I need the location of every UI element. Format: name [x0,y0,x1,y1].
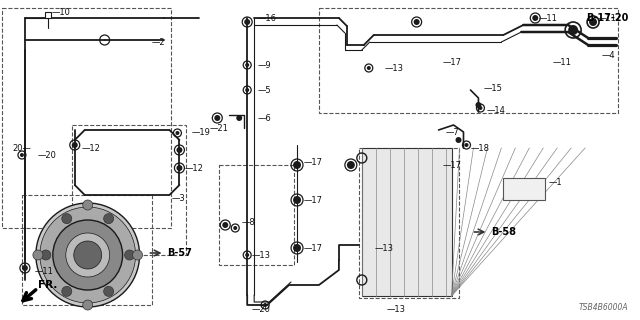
Text: B-57: B-57 [168,248,193,258]
Circle shape [293,196,301,204]
Text: —17: —17 [304,157,323,166]
Text: —11: —11 [35,268,54,276]
Circle shape [72,142,77,148]
Circle shape [132,250,143,260]
Text: —11: —11 [598,13,617,22]
Text: —13: —13 [251,251,270,260]
Circle shape [293,161,301,169]
Circle shape [236,115,242,121]
Text: 20—: 20— [12,143,31,153]
Circle shape [456,137,461,143]
Circle shape [41,250,51,260]
Circle shape [20,153,24,157]
Text: —13: —13 [375,244,394,252]
Circle shape [53,220,123,290]
Text: —17: —17 [443,58,461,67]
Bar [22,195,152,305]
Circle shape [22,265,28,271]
Bar [319,8,618,113]
Circle shape [347,161,355,169]
Text: —6: —6 [257,114,271,123]
Circle shape [245,253,249,257]
Circle shape [476,102,481,108]
Text: —17: —17 [304,244,323,252]
Circle shape [245,88,249,92]
Text: —17: —17 [443,161,461,170]
Circle shape [36,203,140,307]
Circle shape [62,286,72,296]
Text: —19: —19 [191,127,211,137]
Circle shape [589,18,597,26]
Text: —3: —3 [172,194,185,203]
Circle shape [367,66,371,70]
Circle shape [479,106,483,110]
Circle shape [104,214,114,224]
Circle shape [175,131,179,135]
Bar [362,148,452,296]
Bar [45,12,51,18]
Bar [72,125,186,255]
Circle shape [413,19,420,25]
Circle shape [568,25,578,35]
Text: —8: —8 [241,218,255,227]
Text: —7: —7 [445,127,460,137]
Circle shape [177,147,182,153]
Bar [220,165,294,265]
Circle shape [66,233,109,277]
Text: —12: —12 [184,164,204,172]
Text: —11: —11 [538,13,557,22]
Text: —9: —9 [257,60,271,69]
Text: —16: —16 [257,13,276,22]
Text: TSB4B6000A: TSB4B6000A [579,303,628,312]
Text: B-58: B-58 [492,227,516,237]
Text: —10: —10 [52,7,70,17]
Text: —5: —5 [257,85,271,94]
Text: —12: —12 [82,143,100,153]
Circle shape [125,250,134,260]
Text: —20: —20 [251,306,270,315]
Text: —11: —11 [552,58,571,67]
Circle shape [62,214,72,224]
Text: —4: —4 [602,51,616,60]
Circle shape [104,286,114,296]
Text: —2: —2 [152,37,165,46]
Text: —20: —20 [38,150,57,159]
Text: —13: —13 [387,306,406,315]
Circle shape [245,63,249,67]
Circle shape [74,241,102,269]
Circle shape [233,226,237,230]
Bar [504,178,545,200]
Circle shape [214,115,220,121]
Circle shape [222,222,228,228]
Circle shape [40,207,136,303]
Circle shape [465,143,468,147]
Text: —21: —21 [209,124,228,132]
Text: —14: —14 [486,106,506,115]
Text: —18: —18 [470,143,490,153]
Text: —17: —17 [304,196,323,204]
Circle shape [177,165,182,171]
Circle shape [532,15,538,21]
Circle shape [83,200,93,210]
Text: —13: —13 [385,63,404,73]
Text: —1: —1 [548,178,562,187]
Circle shape [263,303,267,307]
Bar [2,8,172,228]
Bar [359,148,458,298]
Circle shape [83,300,93,310]
Circle shape [244,19,250,25]
Text: B-17-20: B-17-20 [586,13,628,23]
Text: —15: —15 [483,84,502,92]
Circle shape [293,244,301,252]
Circle shape [33,250,43,260]
Text: FR.: FR. [38,280,57,290]
